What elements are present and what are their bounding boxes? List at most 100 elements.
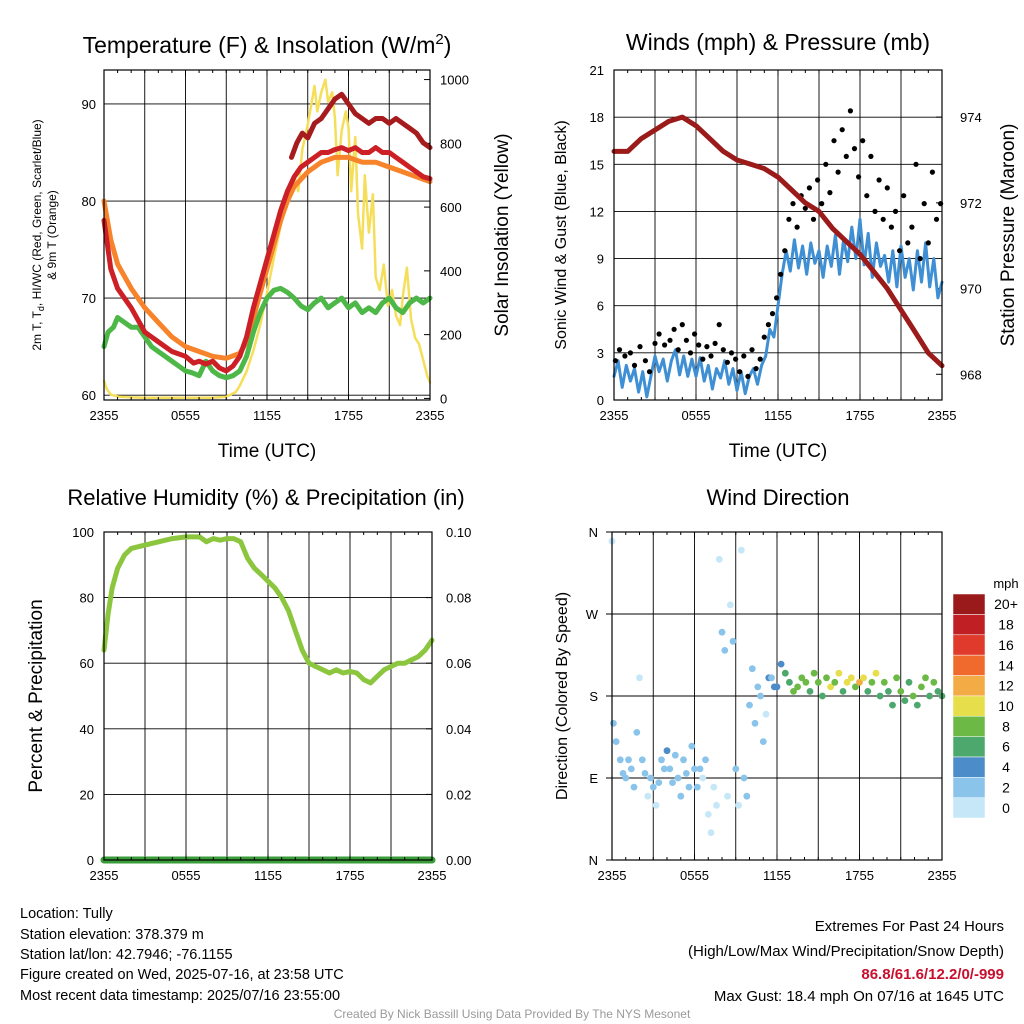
direction-point <box>876 692 884 700</box>
winds-y-right-tick-label: 968 <box>960 367 982 382</box>
gust-point <box>806 185 813 191</box>
legend-label: 0 <box>1002 800 1010 816</box>
winds-x-tick-label: 0555 <box>682 408 711 423</box>
gust-point <box>835 169 841 175</box>
gust-point <box>802 205 808 211</box>
temp-y-label-subscript: d <box>36 306 46 311</box>
direction-point <box>827 683 834 691</box>
direction-point <box>781 669 789 677</box>
gust-point <box>642 358 649 364</box>
legend-label: 10 <box>998 698 1014 714</box>
legend-label: 18 <box>998 617 1014 633</box>
direction-point <box>693 783 701 791</box>
direction-point <box>901 697 909 704</box>
dir-y-tick-label: E <box>589 771 598 786</box>
temp-title-close: ) <box>444 32 452 58</box>
gust-point <box>827 190 833 196</box>
gust-point <box>671 326 677 332</box>
gust-point <box>892 208 899 214</box>
gust-point <box>839 127 845 133</box>
gust-point <box>925 240 931 246</box>
winds-y-tick-label: 3 <box>597 346 604 361</box>
recent-data-timestamp: Most recent data timestamp: 2025/07/16 2… <box>20 988 341 1004</box>
direction-point <box>721 647 729 654</box>
rh-y-right-tick-label: 0.08 <box>446 591 471 606</box>
gust-point <box>819 201 825 207</box>
direction-point <box>918 683 925 691</box>
temp-y-right-tick-label: 400 <box>440 264 462 279</box>
direction-point <box>777 660 785 668</box>
gust-point <box>631 362 638 368</box>
direction-point <box>790 688 797 695</box>
winds-y-right-axis-label: Station Pressure (Maroon) <box>998 124 1019 347</box>
direction-point <box>729 637 737 645</box>
gust-point <box>704 344 710 350</box>
temp-x-tick-label: 1155 <box>253 408 281 423</box>
gust-point <box>897 248 903 254</box>
gust-point <box>929 169 936 175</box>
direction-point <box>638 756 646 764</box>
gust-point <box>679 322 685 328</box>
gust-point <box>794 224 800 230</box>
insolation-line <box>102 78 432 400</box>
temp-y-tick-label: 60 <box>82 388 96 403</box>
direction-point <box>754 683 762 691</box>
legend-swatch <box>952 614 986 636</box>
rh-x-tick-label: 1155 <box>254 868 282 883</box>
direction-point <box>691 765 698 773</box>
dir-y-tick-label: N <box>589 525 598 540</box>
temp-y-right-axis-label: Solar Insolation (Yellow) <box>492 133 513 336</box>
direction-point <box>627 765 635 773</box>
gust-point <box>872 208 878 214</box>
gust-point <box>917 256 923 262</box>
temp-y-right-tick-label: 800 <box>440 136 462 151</box>
credit-line: Created By Nick Bassill Using Data Provi… <box>333 1007 691 1021</box>
direction-point <box>872 669 880 677</box>
gust-point <box>860 138 866 144</box>
temp-x-tick-label: 2355 <box>90 408 119 423</box>
legend-label: 2 <box>1002 779 1010 795</box>
direction-point <box>889 701 896 709</box>
direction-point <box>644 792 652 800</box>
direction-point <box>835 669 843 677</box>
gust-point <box>667 337 673 343</box>
direction-point <box>685 783 693 791</box>
max-gust: Max Gust: 18.4 mph On 07/16 at 1645 UTC <box>713 988 1004 1005</box>
legend-swatch <box>952 675 986 697</box>
direction-point <box>751 719 759 727</box>
legend-swatch <box>952 736 986 758</box>
temp-x-tick-label: 1755 <box>334 408 363 423</box>
direction-point <box>710 783 718 791</box>
rh-x-tick-label: 0555 <box>172 868 201 883</box>
gust-point <box>683 337 690 343</box>
legend-label: 8 <box>1002 718 1010 734</box>
winds-y-right-tick-label: 974 <box>960 110 982 125</box>
temp-x-tick-label: 0555 <box>171 408 200 423</box>
gust-point <box>810 216 817 222</box>
direction-point <box>735 801 742 809</box>
gust-point <box>716 322 722 328</box>
winds-x-tick-label: 2355 <box>928 408 957 423</box>
direction-point <box>864 688 872 695</box>
direction-point <box>934 688 942 695</box>
legend-label: 12 <box>998 678 1014 694</box>
humidity-line <box>101 534 435 686</box>
gust-point <box>652 340 658 346</box>
gust-point <box>786 216 792 222</box>
legend-swatch <box>952 654 986 676</box>
direction-point <box>746 701 753 709</box>
winds-x-tick-label: 2355 <box>600 408 629 423</box>
legend-swatch <box>952 756 986 778</box>
rh-y-right-tick-label: 0.06 <box>446 656 471 671</box>
gust-point <box>737 369 743 375</box>
direction-point <box>658 756 665 764</box>
temp-y-axis-label: 2m T, Td, HI/WC (Red, Green, Scarlet/Blu… <box>30 119 46 350</box>
legend-swatch <box>952 797 986 819</box>
heat-index-line <box>289 91 433 160</box>
direction-point <box>810 669 818 677</box>
direction-point <box>740 774 748 782</box>
direction-point <box>702 756 709 764</box>
direction-point <box>743 792 751 800</box>
gust-point <box>708 353 714 359</box>
dir-y-tick-label: W <box>586 607 599 622</box>
